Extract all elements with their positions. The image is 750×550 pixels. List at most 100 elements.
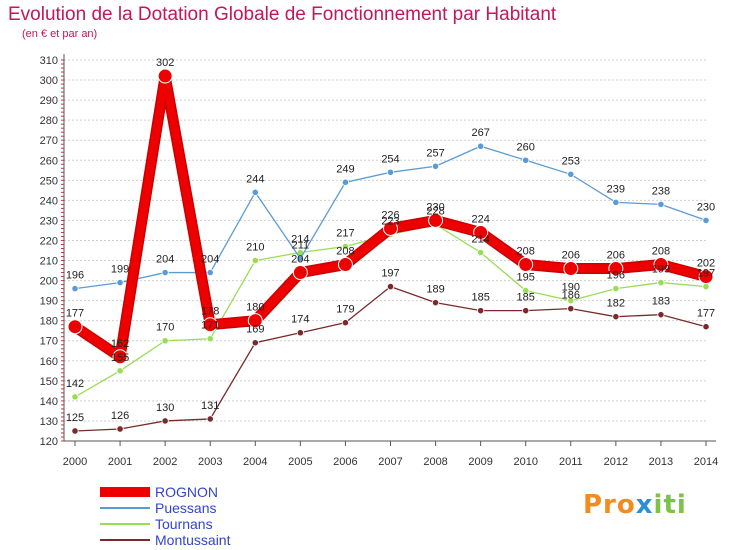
data-point-puessans	[702, 216, 710, 225]
data-label-montussaint: 169	[246, 324, 264, 336]
data-label-montussaint: 177	[697, 308, 715, 320]
data-point-puessans	[341, 178, 350, 186]
data-label-puessans: 204	[156, 254, 174, 266]
x-tick-label: 2010	[513, 456, 537, 468]
data-point-montussaint	[251, 339, 259, 347]
gridlines	[64, 59, 708, 442]
data-point-tournans	[206, 335, 214, 343]
data-label-montussaint: 183	[652, 296, 670, 308]
data-point-rognon	[473, 224, 489, 240]
data-point-rognon	[428, 212, 444, 228]
data-point-rognon	[157, 68, 173, 84]
x-tick-label: 2008	[423, 456, 447, 468]
y-tick-label: 260	[40, 155, 58, 167]
data-label-tournans: 170	[156, 322, 174, 334]
data-label-tournans: 210	[246, 242, 264, 254]
data-label-tournans: 171	[201, 320, 219, 332]
data-label-rognon: 206	[607, 250, 625, 262]
data-label-tournans: 199	[652, 264, 670, 276]
data-label-montussaint: 186	[562, 290, 580, 302]
data-point-puessans	[612, 198, 620, 206]
data-label-rognon: 177	[66, 308, 84, 320]
data-label-tournans: 214	[291, 234, 309, 246]
data-point-rognon	[202, 317, 218, 333]
x-tick-label: 2000	[63, 456, 87, 468]
data-point-montussaint	[341, 319, 350, 327]
data-point-puessans	[477, 142, 485, 150]
data-point-puessans	[431, 162, 440, 170]
y-tick-label: 250	[40, 175, 58, 187]
y-tick-label: 310	[40, 55, 58, 67]
y-tick-label: 150	[40, 376, 58, 388]
data-label-montussaint: 182	[607, 298, 625, 310]
data-point-tournans	[116, 367, 124, 375]
data-label-montussaint: 185	[471, 292, 489, 304]
data-point-puessans	[71, 284, 79, 293]
legend-label-tournans: Tournans	[155, 516, 213, 532]
data-label-tournans: 195	[517, 272, 535, 284]
data-label-tournans: 197	[697, 268, 715, 280]
legend-swatch-rognon	[100, 487, 150, 497]
data-label-puessans: 260	[517, 141, 535, 153]
data-label-rognon: 302	[156, 57, 174, 69]
data-label-puessans: 211	[292, 240, 310, 252]
proxiti-logo: Proxiti	[583, 490, 687, 520]
legend-label-montussaint: Montussaint	[155, 532, 231, 548]
data-label-tournans: 228	[426, 205, 444, 217]
legend-swatch-tournans	[100, 523, 150, 525]
legend-label-rognon: ROGNON	[155, 484, 218, 500]
data-point-tournans	[341, 242, 350, 251]
y-tick-label: 210	[40, 256, 58, 268]
x-tick-label: 2012	[604, 456, 628, 468]
data-label-puessans: 230	[697, 201, 715, 213]
data-label-montussaint: 197	[381, 268, 399, 280]
data-point-montussaint	[116, 425, 124, 433]
data-point-tournans	[522, 287, 530, 295]
data-label-tournans: 217	[336, 227, 354, 239]
data-label-tournans: 190	[562, 282, 580, 294]
data-label-tournans: 214	[471, 234, 489, 246]
data-point-puessans	[567, 170, 575, 178]
x-tick-label: 2002	[153, 456, 177, 468]
y-tick-label: 170	[40, 336, 58, 348]
y-tick-label: 130	[40, 416, 58, 428]
y-tick-label: 140	[40, 396, 58, 408]
data-point-tournans	[612, 284, 620, 293]
data-label-montussaint: 125	[66, 412, 84, 424]
data-point-montussaint	[431, 299, 440, 307]
y-tick-label: 160	[40, 356, 58, 368]
data-point-rognon	[292, 265, 308, 281]
data-point-rognon	[653, 257, 669, 273]
data-label-montussaint: 130	[156, 402, 174, 414]
data-point-montussaint	[612, 313, 620, 321]
data-label-tournans: 142	[66, 378, 84, 390]
data-point-montussaint	[71, 427, 79, 435]
data-point-tournans	[477, 248, 485, 257]
data-point-montussaint	[567, 305, 575, 313]
data-point-rognon	[67, 319, 83, 335]
data-label-puessans: 238	[652, 185, 670, 197]
x-tick-label: 2003	[198, 456, 222, 468]
data-point-montussaint	[161, 417, 169, 425]
chart-title: Evolution de la Dotation Globale de Fonc…	[8, 4, 557, 25]
data-point-rognon	[112, 349, 128, 365]
data-label-montussaint: 126	[111, 410, 129, 422]
data-label-montussaint: 179	[336, 304, 354, 316]
data-point-rognon	[247, 313, 263, 329]
data-label-montussaint: 185	[517, 292, 535, 304]
data-label-rognon: 230	[426, 201, 444, 213]
data-label-rognon: 178	[201, 306, 219, 318]
logo-text-part: iti	[653, 490, 687, 520]
data-label-puessans: 254	[381, 153, 399, 165]
x-tick-label: 2004	[243, 456, 267, 468]
x-tick-label: 2006	[333, 456, 357, 468]
data-label-tournans: 223	[381, 215, 399, 227]
data-label-rognon: 226	[381, 209, 399, 221]
data-label-rognon: 208	[652, 246, 670, 258]
data-label-rognon: 204	[291, 254, 309, 266]
data-point-rognon	[563, 261, 579, 277]
legend-label-puessans: Puessans	[155, 500, 217, 516]
x-tick-label: 2007	[378, 456, 402, 468]
x-tick-label: 2011	[559, 456, 583, 468]
